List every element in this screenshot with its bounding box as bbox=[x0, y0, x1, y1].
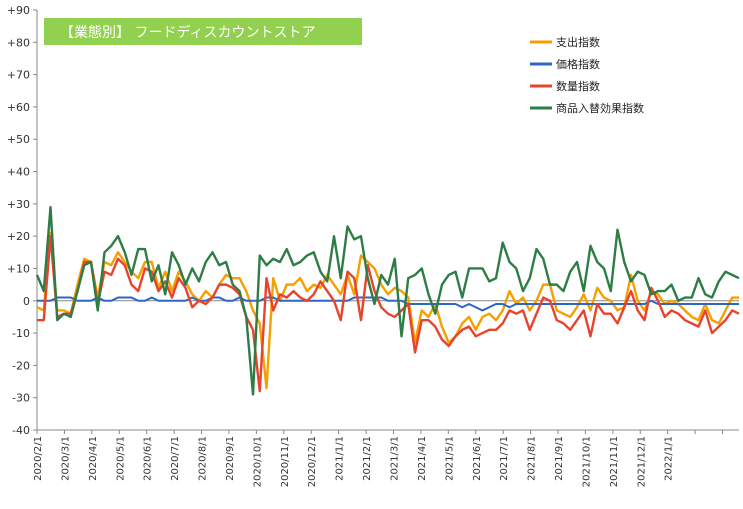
y-tick-label: +60 bbox=[7, 101, 30, 114]
y-tick-label: +20 bbox=[7, 230, 30, 243]
y-tick-label: +30 bbox=[7, 198, 30, 211]
x-tick-label: 2020/5/1 bbox=[115, 436, 126, 481]
axis-layer: -40 -30 -20 -10 0 +10 +20 +30 +40 +50 +60 +70 +80 +90… bbox=[7, 4, 739, 487]
y-tick-label: +80 bbox=[7, 36, 30, 49]
chart-title: 【業態別】 フードディスカウントストア bbox=[60, 24, 315, 41]
x-tick-label: 2021/6/1 bbox=[472, 436, 483, 481]
x-tick-label: 2020/2/1 bbox=[33, 436, 44, 481]
x-tick-label: 2021/3/1 bbox=[389, 436, 400, 481]
x-tick-label: 2022/1/1 bbox=[664, 436, 675, 481]
chart-title-box: 【業態別】 フードディスカウントストア bbox=[44, 18, 362, 45]
x-tick-label: 2020/3/1 bbox=[60, 436, 71, 481]
x-tick-label: 2021/5/1 bbox=[444, 436, 455, 481]
y-tick-label: -40 bbox=[12, 424, 30, 437]
x-tick-label: 2021/8/1 bbox=[527, 436, 538, 481]
x-tick-label: 2021/11/1 bbox=[609, 436, 620, 487]
y-tick-label: +50 bbox=[7, 133, 30, 146]
chart-title-background bbox=[44, 18, 362, 45]
series-line-2 bbox=[37, 234, 740, 393]
x-tick-label: 2021/12/1 bbox=[636, 436, 647, 487]
series-line-0 bbox=[36, 231, 739, 390]
x-tick-label: 2020/6/1 bbox=[143, 436, 154, 481]
y-tick-label: -20 bbox=[12, 359, 30, 372]
x-tick-label: 2020/9/1 bbox=[225, 436, 236, 481]
y-tick-label: +10 bbox=[7, 262, 30, 275]
x-tick-label: 2020/12/1 bbox=[307, 436, 318, 487]
x-tick-label: 2020/4/1 bbox=[88, 436, 99, 481]
x-tick-label: 2021/10/1 bbox=[581, 436, 592, 487]
legend-label-1: 価格指数 bbox=[556, 57, 600, 71]
x-tick-label: 2020/11/1 bbox=[280, 436, 291, 487]
x-tick-label: 2021/2/1 bbox=[362, 436, 373, 481]
x-tick-label: 2021/1/1 bbox=[335, 436, 346, 481]
y-tick-label: 0 bbox=[23, 295, 30, 308]
legend-label-0: 支出指数 bbox=[556, 35, 600, 49]
y-tick-label: -10 bbox=[12, 327, 30, 340]
x-tick-label: 2020/8/1 bbox=[198, 436, 209, 481]
legend-label-3: 商品入替効果指数 bbox=[556, 101, 644, 115]
y-tick-label: -30 bbox=[12, 392, 30, 405]
x-tick-label: 2020/10/1 bbox=[252, 436, 263, 487]
y-tick-label: +70 bbox=[7, 69, 30, 82]
x-tick-label: 2020/7/1 bbox=[170, 436, 181, 481]
series-line-1 bbox=[37, 296, 739, 312]
x-tick-label: 2021/9/1 bbox=[554, 436, 565, 481]
y-tick-label: +40 bbox=[7, 166, 30, 179]
x-tick-label: 2021/4/1 bbox=[417, 436, 428, 481]
legend-label-2: 数量指数 bbox=[556, 79, 600, 93]
series-line-3 bbox=[35, 205, 740, 396]
series-layer bbox=[35, 205, 740, 396]
y-tick-label: +90 bbox=[7, 4, 30, 17]
x-tick-label: 2021/7/1 bbox=[499, 436, 510, 481]
